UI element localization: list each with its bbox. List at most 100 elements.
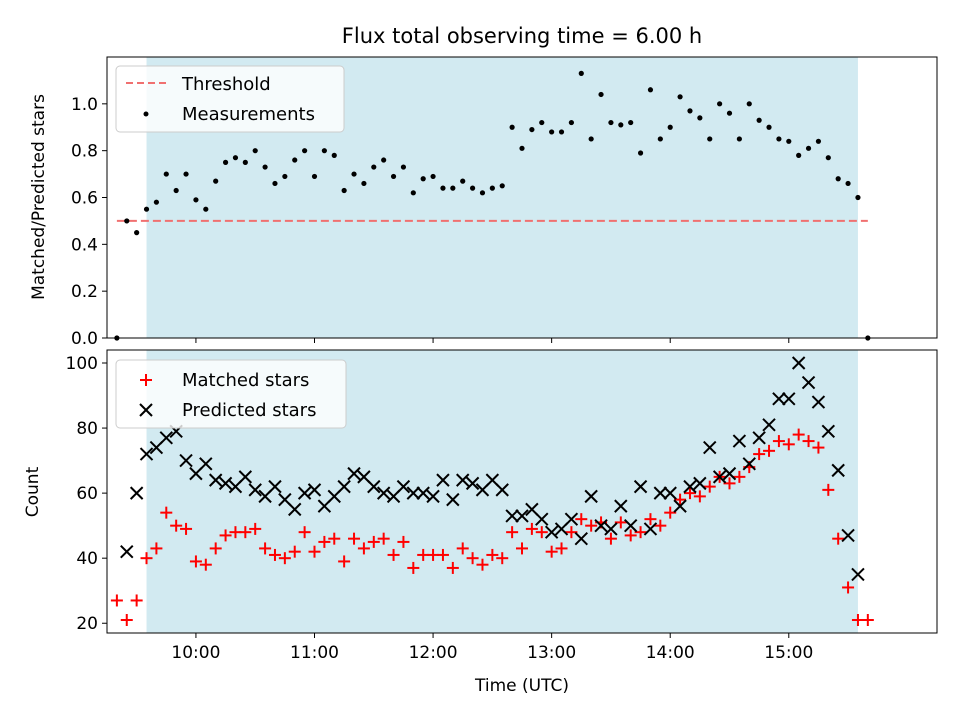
matched-star-point: [654, 519, 667, 532]
predicted-star-point: [732, 434, 747, 448]
matched-star-point: [604, 532, 617, 545]
measurement-point: [499, 183, 505, 189]
matched-star-point: [506, 526, 519, 539]
predicted-star-d2: [446, 492, 460, 507]
matched-star-point: [486, 548, 499, 561]
measurement-point: [558, 129, 565, 135]
predicted-star-d2: [426, 489, 440, 504]
x-axis-label: Time (UTC): [474, 676, 569, 696]
measurement-point: [578, 70, 584, 76]
measurement-point: [302, 148, 308, 154]
predicted-star-point: [208, 473, 223, 487]
matched-star-point: [199, 558, 212, 571]
measurement-point: [311, 173, 318, 180]
predicted-star-d2: [604, 522, 618, 536]
predicted-star-point: [752, 431, 766, 445]
bottom-plot-frame: [106, 349, 938, 634]
predicted-star-d2: [495, 483, 509, 497]
measurement-point: [835, 176, 841, 182]
predicted-star-point: [673, 499, 687, 513]
measurement-point: [213, 178, 219, 184]
predicted-star-point: [515, 509, 529, 523]
predicted-star-d2: [456, 473, 470, 487]
predicted-star-d2: [782, 392, 796, 406]
predicted-star-d2: [821, 424, 836, 439]
top-plot-area: [114, 70, 871, 341]
predicted-star-point: [841, 528, 855, 543]
measurement-point: [450, 185, 456, 191]
predicted-star-point: [446, 492, 460, 507]
matched-star-point: [328, 532, 341, 545]
bottom-x-tick-label: 11:00: [290, 643, 339, 663]
predicted-star-d2: [693, 476, 707, 491]
predicted-star-point: [831, 463, 845, 478]
matched-star-point: [822, 483, 835, 496]
predicted-star-point: [851, 567, 865, 582]
measurement-point: [134, 230, 140, 236]
measurement-point: [568, 119, 575, 126]
predicted-star-point: [564, 512, 579, 526]
measurement-point: [390, 173, 397, 180]
matched-star-point: [496, 552, 509, 565]
matched-star-point: [861, 613, 874, 626]
measurement-point: [766, 124, 772, 130]
measurement-point: [707, 136, 713, 142]
bottom-x-tick-label: 13:00: [527, 643, 576, 663]
predicted-star-d2: [179, 453, 193, 468]
predicted-star-d2: [841, 528, 855, 543]
predicted-star-point: [347, 466, 361, 481]
predicted-star-point: [683, 479, 697, 494]
predicted-star-point: [791, 356, 806, 370]
predicted-star-d2: [633, 479, 648, 494]
measurement-point: [124, 218, 130, 224]
bottom-x-tick-label: 15:00: [764, 643, 813, 663]
measurement-point: [183, 171, 189, 177]
matched-star-point: [338, 555, 351, 568]
predicted-star-point: [268, 479, 282, 494]
matched-star-point: [160, 506, 173, 519]
predicted-star-point: [742, 457, 756, 471]
predicted-star-point: [722, 466, 737, 481]
predicted-star-d2: [347, 466, 361, 481]
measurement-point: [529, 126, 535, 133]
predicted-star-point: [663, 486, 677, 500]
matched-star-point: [377, 532, 390, 545]
bottom-panel: 20 40 60 80 100 10:00 11:00 12:00 13:00 14:00 15:…: [23, 349, 938, 696]
predicted-star-point: [406, 486, 421, 500]
predicted-star-d2: [129, 486, 144, 500]
measurement-point: [420, 176, 426, 182]
predicted-star-d2: [485, 473, 500, 487]
bottom-x-ticks: 10:00 11:00 12:00 13:00 14:00 15:00: [171, 633, 813, 663]
measurement-point: [153, 199, 160, 205]
measurement-point: [519, 145, 525, 151]
predicted-star-d2: [801, 375, 816, 390]
predicted-star-d2: [772, 392, 786, 406]
matched-star-point: [516, 542, 528, 555]
predicted-star-point: [129, 486, 144, 500]
top-y-axis-label: Matched/Predicted stars: [29, 94, 49, 300]
bottom-y-tick-label: 60: [76, 484, 98, 504]
top-y-tick-label: 1.0: [71, 95, 98, 115]
legend-measurements-swatch: [143, 111, 149, 117]
matched-star-point: [268, 548, 281, 561]
top-legend: Threshold Measurements: [115, 65, 345, 133]
chart-title: Flux total observing time = 6.00 h: [342, 24, 702, 48]
predicted-star-d2: [791, 356, 806, 370]
measurement-point: [786, 138, 792, 144]
top-y-tick-label: 0.0: [71, 329, 98, 349]
matched-star-point: [703, 480, 716, 493]
predicted-star-d2: [623, 518, 638, 533]
matched-star-point: [634, 526, 647, 539]
measurement-point: [381, 157, 387, 163]
matched-star-point: [298, 526, 311, 539]
matched-star-point: [664, 506, 677, 519]
matched-star-point: [535, 526, 548, 539]
measurement-point: [430, 173, 436, 180]
measurement-point: [549, 129, 555, 135]
predicted-star-d2: [337, 479, 351, 494]
predicted-star-d2: [831, 463, 845, 478]
bottom-y-tick-label: 80: [76, 419, 98, 439]
predicted-star-d2: [406, 486, 421, 500]
measurement-point: [637, 150, 644, 156]
predicted-star-d2: [614, 499, 628, 513]
